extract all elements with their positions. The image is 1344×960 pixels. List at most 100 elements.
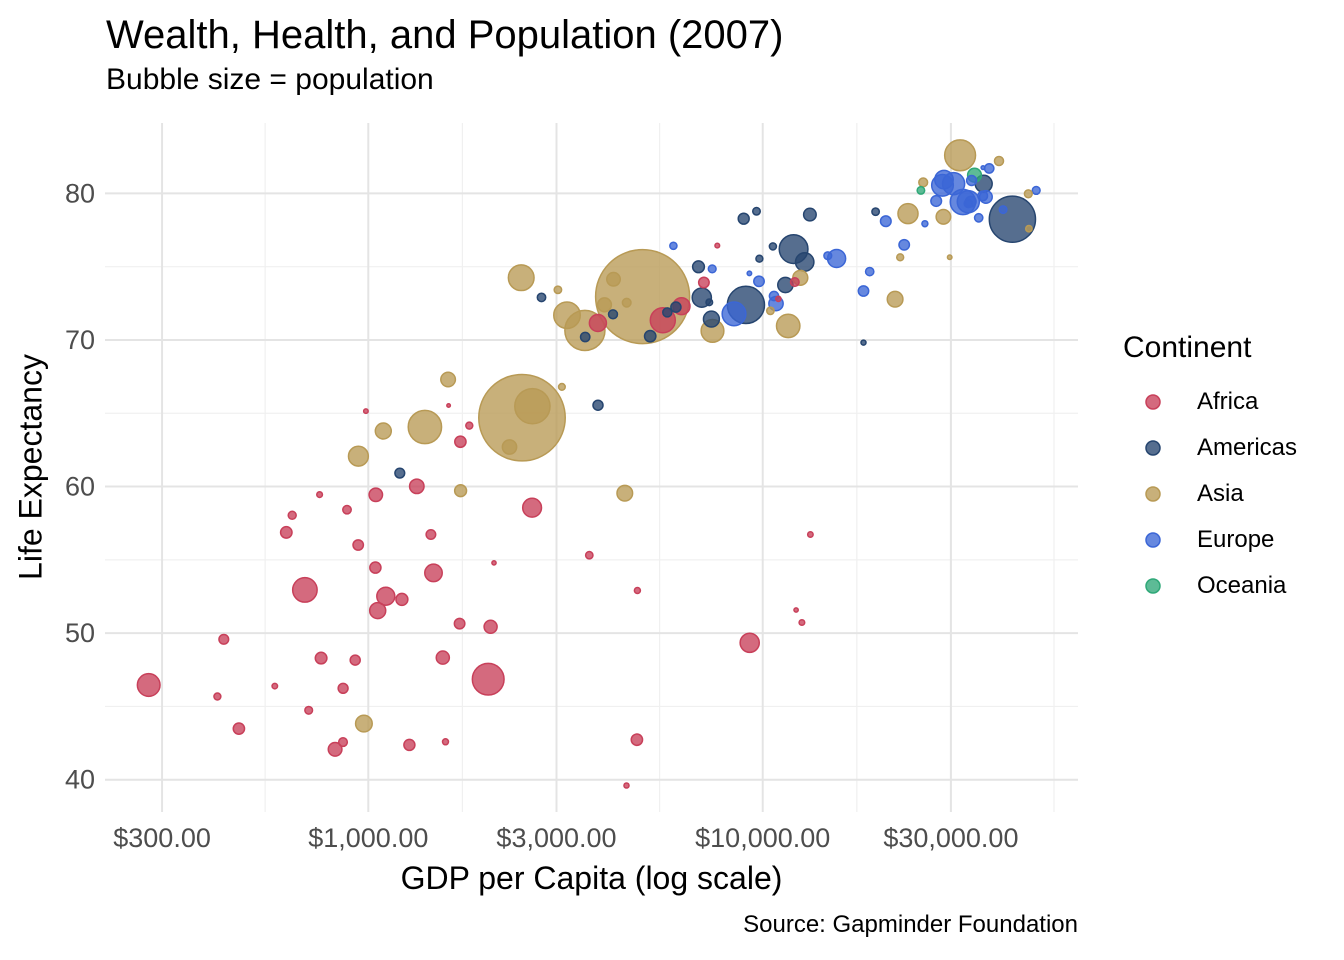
bubble-tanzania [376,586,396,606]
bubble-portugal [879,215,892,228]
bubble-cuba [737,212,750,225]
bubble-jamaica [705,298,714,307]
bubble-myanmar [347,445,370,467]
bubble-tunisia [697,276,710,289]
legend-key-icon [1145,394,1161,410]
x-tick-label: $30,000.00 [883,823,1018,853]
bubble-nepal [374,422,393,440]
bubble-mali [369,561,382,574]
bubble-djibouti [491,560,497,566]
bubble-mauritania [465,421,474,430]
legend-item-europe: Europe [1123,517,1297,563]
bubble-west-bank-and-gaza [553,285,563,295]
x-tick-label: $1,000.00 [308,823,428,853]
bubble-ireland [998,205,1008,215]
bubble-china [594,248,691,345]
bubble-jordan [621,297,632,308]
bubble-czech-republic [898,238,911,251]
legend-item-americas: Americas [1123,425,1297,471]
bubble-togo [342,504,352,515]
bubble-benin [425,528,437,541]
bubble-swaziland [623,782,630,789]
bubble-argentina [794,252,815,272]
bubble-niger [279,525,293,539]
bubble-chad [453,617,466,630]
bubble-serbia [753,275,765,288]
bubble-libya [789,277,800,288]
bubble-sao-tome-and-principe [446,402,452,409]
bubble-switzerland [983,162,995,174]
bubble-el-salvador [662,307,673,318]
bubble-afghanistan [354,714,373,733]
bubble-oman [895,253,905,262]
legend: Continent Africa Americas Asia Europe Oceani… [1123,330,1297,609]
chart-subtitle: Bubble size = population [106,63,434,96]
bubble-austria [977,190,989,202]
legend-label: Europe [1197,526,1275,553]
caption: Source: Gapminder Foundation [743,911,1078,938]
bubble-namibia [633,586,642,595]
legend-key-icon [1145,440,1161,456]
bubble-new-zealand [916,185,926,195]
legend-label: Africa [1197,388,1259,415]
legend-entries: Africa Americas Asia Europe Oceania [1123,379,1297,609]
bubble-korea-rep [897,202,919,225]
bubble-saudi-arabia [886,290,904,308]
y-axis-title: Life Expectancy [12,354,49,580]
bubble-senegal [454,435,467,449]
bubble-dominican-republic [670,301,682,313]
bubble-hong-kong-china [993,155,1005,167]
bubble-bolivia [592,399,604,411]
bubble-trinidad-and-tobago [860,339,867,346]
x-tick-label: $3,000.00 [496,823,616,853]
bubble-taiwan [935,208,952,225]
bubble-zimbabwe [232,722,246,735]
bubble-turkey [721,301,747,327]
bubble-paraguay [607,309,619,320]
bubble-burkina-faso [395,592,409,607]
bubble-peru [702,310,721,328]
bubble-sweden [965,174,978,187]
bubble-morocco [588,313,608,333]
bubble-gabon [806,531,814,538]
bubble-vietnam [507,264,535,292]
bubble-lesotho [441,738,450,746]
bubble-guinea-bissau [271,682,279,690]
bubble-sierra-leone [337,737,349,748]
bubble-uruguay [768,242,778,251]
bubble-japan [943,139,977,172]
bubble-singapore [1023,189,1033,199]
bubble-slovak-republic [864,266,875,277]
y-tick-label: 80 [65,178,95,208]
legend-key-icon [1145,486,1161,502]
bubble-philippines [553,301,581,330]
bubble-somalia [349,654,361,666]
bubble-congo-rep [584,550,594,560]
bubble-burundi [218,633,230,645]
bubble-congo-dem-rep [136,672,161,698]
y-tick-label: 40 [65,765,95,795]
bubble-ethiopia [291,576,318,603]
bubble-zambia [403,738,416,752]
x-tick-label: $300.00 [113,823,211,853]
bubble-rwanda [337,682,349,694]
bubble-yemen-rep [501,439,518,455]
bubble-iraq [616,484,634,502]
chart-title: Wealth, Health, and Population (2007) [106,13,784,57]
legend-item-africa: Africa [1123,379,1297,425]
y-tick-label: 60 [65,472,95,502]
bubble-puerto-rico [871,207,881,217]
bubble-honduras [579,331,591,343]
bubble-korea-dem-rep [440,371,457,388]
bubble-bosnia-and-herzegovina [707,264,717,274]
bubble-mozambique [327,741,343,757]
bubble-cote-d-ivoire [435,650,451,665]
bubble-croatia [823,251,833,261]
bubble-cameroon [483,619,498,635]
bubble-mauritius [775,295,782,303]
bubble-greece [930,194,943,208]
bubble-liberia [213,692,222,701]
bubble-finland [963,198,974,209]
legend-item-oceania: Oceania [1123,563,1297,609]
